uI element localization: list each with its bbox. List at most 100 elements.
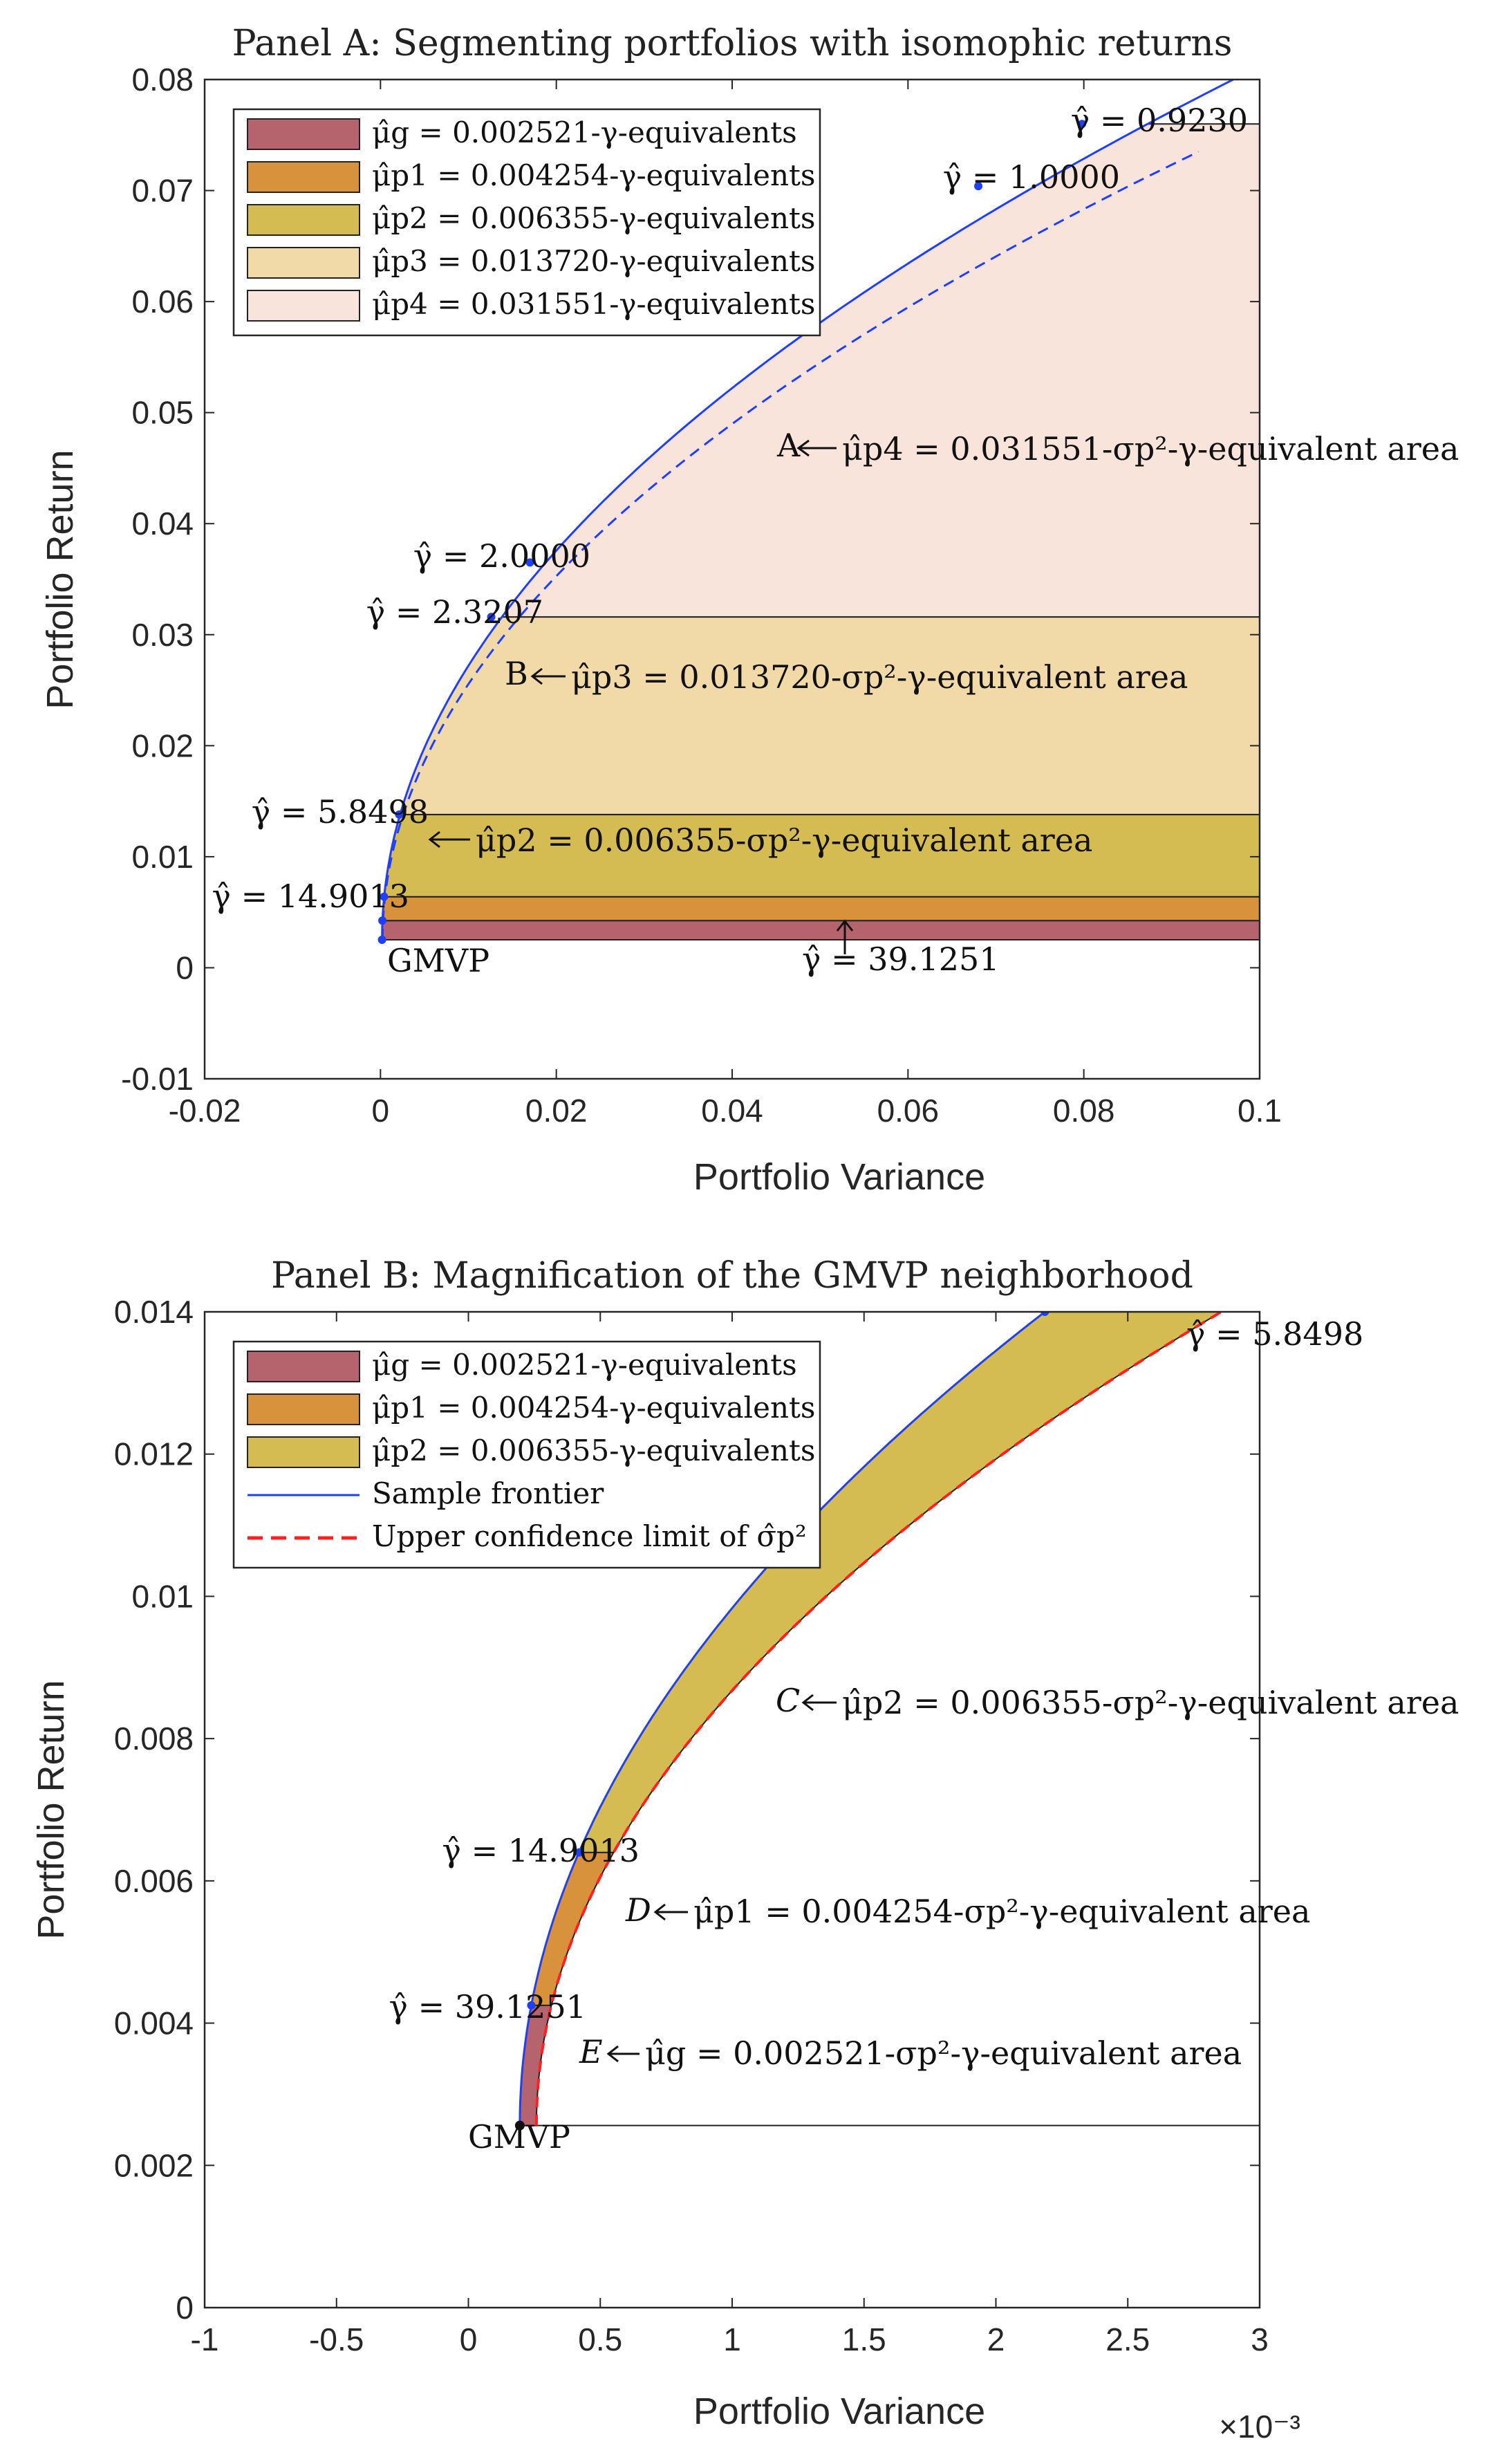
annotation-area-b: μ̂p3 = 0.013720-σp²-γ-equivalent area (571, 658, 1188, 696)
label-gamma-14-9013-b: γ̂ = 14.9013 (442, 1832, 640, 1869)
panel-b-legend-swatch-1 (247, 1393, 360, 1425)
panel-a-legend-label-4: μ̂p4 = 0.031551-γ-equivalents (372, 287, 815, 321)
panel-b-legend-label-1: μ̂p1 = 0.004254-γ-equivalents (372, 1391, 815, 1425)
annotation-area-c-b: μ̂p2 = 0.006355-σp²-γ-equivalent area (842, 1684, 1459, 1721)
panel-a-x-tick-3: 0.04 (701, 1093, 763, 1129)
panel-b-legend: μ̂g = 0.002521-γ-equivalents μ̂p1 = 0.004… (232, 1340, 821, 1569)
panel-a-y-tick-4: 0.03 (131, 617, 194, 653)
panel-a-bands (381, 123, 1260, 940)
panel-b-x-tick-5: 1.5 (842, 2321, 886, 2357)
annotation-marker-c: C (776, 1682, 800, 1719)
panel-b-x-ticks: -1 -0.5 0 0.5 1 1.5 2 2.5 3 (191, 1312, 1269, 2357)
panel-a-x-tick-6: 0.1 (1238, 1093, 1282, 1129)
panel-a-frontier-points (377, 120, 1087, 944)
panel-a-legend-label-2: μ̂p2 = 0.006355-γ-equivalents (372, 201, 815, 235)
panel-b-legend-swatch-0 (247, 1351, 360, 1382)
label-gmvp: GMVP (387, 942, 489, 979)
panel-b-frontier-point-1 (575, 1848, 584, 1857)
panel-a-point-labels: γ̂ = 0.9230 γ̂ = 1.0000 γ̂ = 2.0000 γ̂ =… (212, 102, 1248, 979)
panel-a-x-tick-5: 0.08 (1053, 1093, 1115, 1129)
label-gamma-5-8498-b: γ̂ = 5.8498 (1186, 1315, 1363, 1353)
panel-a-y-tick-0: -0.01 (121, 1061, 194, 1097)
annotation-marker-b: B (505, 655, 528, 692)
panel-b-y-tick-3: 0.006 (114, 1863, 194, 1899)
panel-a-x-tick-1: 0 (372, 1093, 390, 1129)
panel-a-y-tick-1: 0 (176, 949, 194, 985)
panel-b-legend-label-2: μ̂p2 = 0.006355-γ-equivalents (372, 1434, 815, 1467)
panel-a-legend-label-3: μ̂p3 = 0.013720-γ-equivalents (372, 244, 815, 278)
panel-a-legend-swatch-1 (247, 161, 360, 193)
panel-b-y-label: Portfolio Return (30, 1680, 72, 1939)
panel-a-frontier-point-4 (525, 558, 534, 567)
panel-a-legend-label-0: μ̂g = 0.002521-γ-equivalents (372, 115, 797, 149)
panel-b-upper-confidence-limit (534, 1312, 1224, 2126)
panel-b-frontier-point-2 (1040, 1312, 1049, 1316)
label-gamma-14-9013: γ̂ = 14.9013 (212, 878, 409, 915)
panel-b-y-tick-1: 0.002 (114, 2147, 194, 2183)
panel-b-sample-frontier (519, 1312, 1047, 2126)
panel-a-legend-label-1: μ̂p1 = 0.004254-γ-equivalents (372, 158, 815, 192)
label-gamma-2-3207: γ̂ = 2.3207 (366, 593, 543, 631)
annotation-area-e: μ̂g = 0.002521-σp²-γ-equivalent area (645, 2034, 1242, 2072)
panel-b-x-multiplier: ×10⁻³ (1219, 2409, 1300, 2445)
label-gmvp-b: GMVP (468, 2118, 570, 2155)
panel-a-x-tick-4: 0.06 (877, 1093, 940, 1129)
panel-a-band-1 (382, 896, 1260, 922)
label-gamma-1-0000: γ̂ = 1.0000 (943, 158, 1120, 196)
panel-a-band-3 (399, 616, 1260, 815)
panel-b: Panel B: Magnification of the GMVP neigh… (30, 1255, 1459, 2445)
panel-a-x-ticks: -0.02 0 0.02 0.04 0.06 0.08 0.1 (169, 80, 1282, 1129)
panel-b-y-tick-0: 0 (176, 2290, 194, 2326)
panel-a-frontier-point-2 (395, 810, 404, 819)
panel-b-title: Panel B: Magnification of the GMVP neigh… (271, 1255, 1193, 1297)
panel-b-x-label: Portfolio Variance (693, 2391, 985, 2432)
panel-a-frontier-point-0 (378, 916, 387, 925)
panel-a-y-ticks: -0.01 0 0.01 0.02 0.03 0.04 0.05 0.06 0.07 0.08 (121, 62, 1260, 1097)
panel-b-legend-label-4: Upper confidence limit of σ̂p² (372, 1519, 807, 1553)
panel-b-x-tick-7: 2.5 (1105, 2321, 1150, 2357)
panel-b-frontier-point-0 (527, 2001, 536, 2010)
panel-a-y-tick-3: 0.02 (131, 727, 194, 763)
panel-a-title: Panel A: Segmenting portfolios with isom… (232, 23, 1233, 64)
label-gamma-39-1251-b: γ̂ = 39.1251 (389, 1988, 586, 2025)
panel-a-x-tick-0: -0.02 (169, 1093, 241, 1129)
panel-a-legend-swatch-4 (247, 290, 360, 322)
label-gamma-5-8498: γ̂ = 5.8498 (252, 793, 429, 831)
panel-a-band-0 (381, 920, 1260, 940)
annotation-marker-a: A (776, 427, 801, 464)
panel-b-gmvp-point (514, 2120, 525, 2131)
panel-a-frontier-point-3 (487, 613, 496, 622)
panel-a-x-label: Portfolio Variance (693, 1156, 985, 1198)
panel-a-frontier-point-5 (974, 182, 983, 191)
panel-b-y-tick-7: 0.014 (114, 1294, 194, 1330)
panel-a-legend-swatch-2 (247, 204, 360, 236)
panel-a: Panel A: Segmenting portfolios with isom… (39, 23, 1459, 1198)
panel-b-frontier-points (514, 1312, 1049, 2131)
panel-a-frontier-point-1 (380, 892, 389, 901)
panel-a-area-labels: A μ̂p4 = 0.031551-σp²-γ-equivalent area … (428, 427, 1459, 954)
panel-b-x-tick-2: 0 (460, 2321, 478, 2357)
annotation-marker-e: E (579, 2033, 603, 2070)
panel-a-gmvp-point (377, 935, 386, 944)
panel-b-x-tick-6: 2 (987, 2321, 1005, 2357)
panel-a-y-tick-8: 0.07 (131, 173, 194, 209)
annotation-area-d: μ̂p1 = 0.004254-σp²-γ-equivalent area (693, 1893, 1310, 1930)
label-gamma-0-9230: γ̂ = 0.9230 (1071, 102, 1248, 139)
panel-a-legend-swatch-0 (247, 118, 360, 150)
panel-a-y-label: Portfolio Return (39, 449, 81, 709)
panel-b-legend-label-3: Sample frontier (372, 1476, 604, 1510)
panel-b-x-tick-0: -1 (191, 2321, 219, 2357)
panel-b-x-tick-4: 1 (723, 2321, 741, 2357)
panel-a-frontier-point-6 (1078, 120, 1087, 129)
panel-b-legend-swatch-2 (247, 1436, 360, 1468)
panel-b-y-tick-4: 0.008 (114, 1721, 194, 1756)
annotation-area-c: μ̂p2 = 0.006355-σp²-γ-equivalent area (476, 822, 1092, 859)
panel-a-y-tick-2: 0.01 (131, 839, 194, 875)
panel-a-y-tick-6: 0.05 (131, 395, 194, 431)
label-gamma-39-1251: γ̂ = 39.1251 (802, 940, 1000, 978)
panel-b-y-ticks: 0 0.002 0.004 0.006 0.008 0.01 0.012 0.014 (114, 1294, 1260, 2326)
panel-a-confidence-frontier (381, 151, 1200, 940)
panel-a-y-tick-9: 0.08 (131, 62, 194, 98)
panel-b-y-tick-6: 0.012 (114, 1436, 194, 1472)
